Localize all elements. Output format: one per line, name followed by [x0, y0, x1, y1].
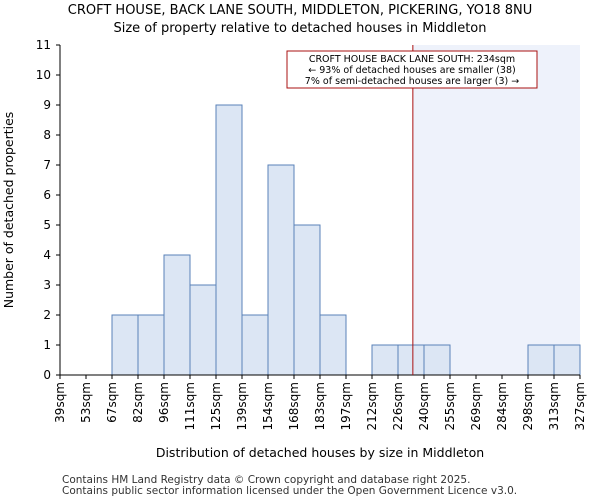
bar	[215, 104, 243, 376]
bar	[397, 344, 425, 376]
chart-subtitle: Size of property relative to detached ho…	[113, 21, 487, 36]
x-tick-label: 125sqm	[209, 382, 223, 430]
y-tick-label: 11	[36, 38, 51, 52]
y-tick-label: 2	[43, 308, 51, 322]
x-tick-label: 240sqm	[417, 382, 431, 430]
y-tick-label: 7	[43, 158, 51, 172]
bar	[111, 314, 139, 376]
footer-line-1: Contains HM Land Registry data © Crown c…	[62, 474, 471, 486]
x-tick-label: 111sqm	[183, 382, 197, 430]
x-tick-label: 298sqm	[521, 382, 535, 430]
annotation-line-1: CROFT HOUSE BACK LANE SOUTH: 234sqm	[309, 54, 515, 65]
x-tick-label: 82sqm	[131, 382, 145, 423]
footer-line-2: Contains public sector information licen…	[62, 485, 518, 497]
x-tick-label: 313sqm	[547, 382, 561, 430]
y-tick-label: 8	[43, 128, 51, 142]
y-tick-label: 0	[43, 368, 51, 382]
x-tick-label: 226sqm	[391, 382, 405, 430]
y-axis-title: Number of detached properties	[1, 112, 16, 309]
x-tick-label: 197sqm	[339, 382, 353, 430]
y-tick-label: 9	[43, 98, 51, 112]
bar	[371, 344, 399, 376]
x-tick-label: 139sqm	[235, 382, 249, 430]
x-tick-label: 53sqm	[79, 382, 93, 423]
y-tick-label: 4	[43, 248, 51, 262]
x-tick-label: 269sqm	[469, 382, 483, 430]
bar	[163, 254, 191, 376]
bar	[241, 314, 269, 376]
bar	[553, 344, 581, 376]
y-tick-label: 3	[43, 278, 51, 292]
x-tick-label: 168sqm	[287, 382, 301, 430]
x-tick-label: 96sqm	[157, 382, 171, 423]
bar	[319, 314, 347, 376]
x-tick-label: 67sqm	[105, 382, 119, 423]
x-tick-label: 255sqm	[443, 382, 457, 430]
bar	[527, 344, 555, 376]
highlight-region	[412, 45, 580, 375]
bar	[267, 164, 295, 376]
bar	[423, 344, 451, 376]
x-tick-label: 284sqm	[495, 382, 509, 430]
annotation-box	[286, 50, 538, 89]
x-tick-label: 327sqm	[573, 382, 587, 430]
y-tick-label: 6	[43, 188, 51, 202]
annotation-line-3: 7% of semi-detached houses are larger (3…	[305, 76, 519, 87]
x-tick-label: 183sqm	[313, 382, 327, 430]
x-tick-label: 154sqm	[261, 382, 275, 430]
bar	[293, 224, 321, 376]
y-tick-label: 10	[36, 68, 51, 82]
y-tick-label: 1	[43, 338, 51, 352]
x-tick-label: 212sqm	[365, 382, 379, 430]
bar	[189, 284, 217, 376]
bar	[137, 314, 165, 376]
annotation-line-2: ← 93% of detached houses are smaller (38…	[308, 65, 515, 76]
x-tick-label: 39sqm	[53, 382, 67, 423]
y-tick-label: 5	[43, 218, 51, 232]
x-axis-title: Distribution of detached houses by size …	[156, 445, 484, 460]
chart-title: CROFT HOUSE, BACK LANE SOUTH, MIDDLETON,…	[67, 3, 533, 18]
